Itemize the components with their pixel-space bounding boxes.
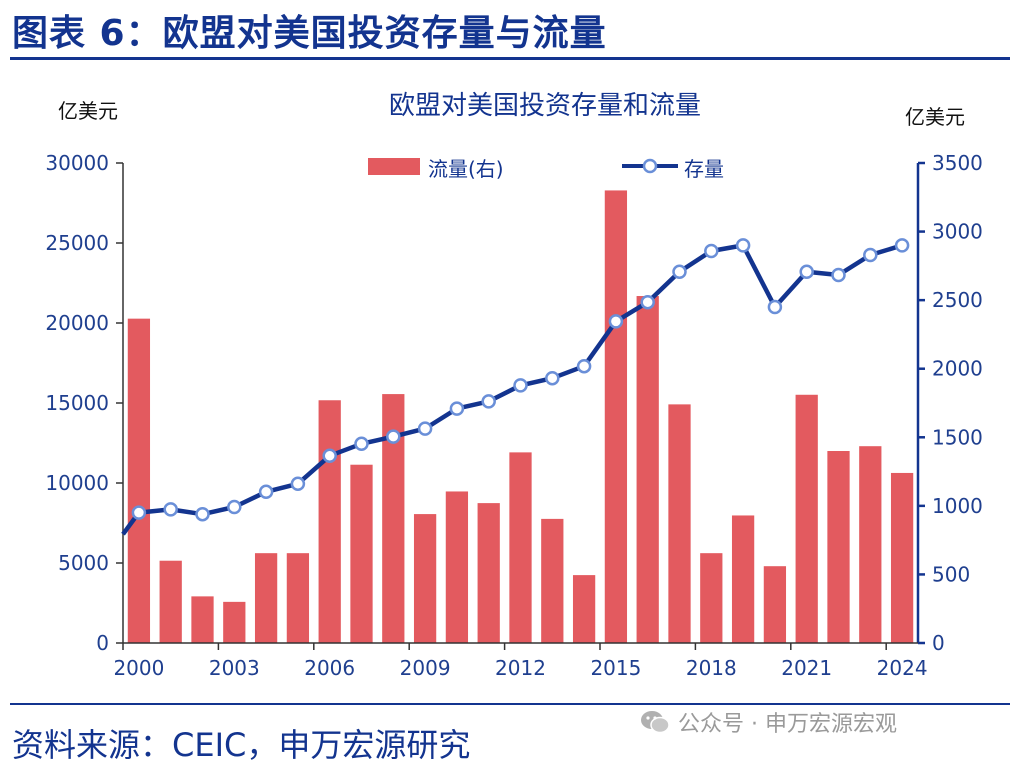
left-tick-label: 30000	[45, 151, 109, 175]
stock-point	[704, 243, 719, 259]
stock-line-series	[121, 238, 910, 536]
flow-bar	[636, 296, 659, 643]
stock-point	[354, 436, 369, 452]
right-tick-label: 0	[932, 631, 945, 655]
right-tick-label: 1500	[932, 425, 983, 449]
x-axis: 2000 2003 2006 2009 2012 2015 2018 2021 2024	[113, 642, 928, 680]
stock-point	[417, 421, 433, 436]
stock-point	[195, 506, 210, 522]
stock-point	[735, 238, 751, 253]
flow-bar	[382, 394, 405, 643]
flow-bar	[890, 472, 914, 643]
stock-point	[831, 267, 846, 283]
watermark-text: 公众号 · 申万宏源宏观	[678, 712, 897, 737]
flow-bar	[763, 566, 787, 643]
stock-point	[131, 505, 147, 520]
left-tick-label: 0	[96, 631, 109, 655]
flow-bar	[668, 404, 691, 643]
flow-bar	[572, 575, 596, 643]
flow-bar	[254, 553, 278, 643]
source-note: 资料来源：CEIC，申万宏源研究	[12, 726, 471, 764]
flow-bar	[795, 394, 818, 643]
right-tick-label: 3500	[932, 151, 983, 175]
figure-title: 图表 6：欧盟对美国投资存量与流量	[12, 13, 607, 54]
stock-point	[322, 448, 337, 464]
flow-bar	[191, 596, 214, 643]
flow-bar	[223, 601, 246, 643]
flow-bar	[541, 518, 564, 643]
chart-title: 欧盟对美国投资存量和流量	[389, 91, 701, 121]
flow-bar	[859, 446, 882, 643]
footer-rule	[10, 703, 1010, 705]
stock-point	[863, 247, 878, 263]
stock-point	[513, 378, 528, 393]
stock-point	[640, 294, 655, 310]
left-axis: 0 5000 10000 15000 20000 25000 30000	[45, 151, 124, 655]
left-tick-label: 20000	[45, 311, 109, 335]
stock-point	[258, 484, 274, 500]
x-tick-label: 2015	[590, 656, 641, 680]
left-tick-label: 25000	[45, 231, 109, 255]
flow-bar	[604, 190, 628, 643]
stock-point	[576, 358, 592, 374]
x-tick-label: 2000	[113, 656, 164, 680]
legend-bar-label: 流量(右)	[428, 157, 504, 181]
x-tick-label: 2012	[495, 656, 546, 680]
flow-bar	[700, 553, 723, 643]
x-tick-label: 2006	[304, 656, 355, 680]
flow-bar	[477, 503, 500, 643]
left-tick-label: 15000	[45, 391, 109, 415]
stock-point	[481, 394, 496, 409]
flow-bar	[445, 491, 469, 643]
right-tick-label: 2500	[932, 288, 983, 312]
legend-line-marker	[642, 158, 658, 174]
flow-bar	[731, 515, 755, 643]
stock-point	[894, 238, 910, 253]
flow-bar	[350, 464, 373, 643]
x-tick-label: 2018	[686, 656, 737, 680]
wechat-icon	[640, 710, 670, 734]
right-axis: 0 500 1000 1500 2000 2500 3000 3500	[916, 151, 983, 655]
right-tick-label: 2000	[932, 357, 983, 381]
flow-bar	[318, 400, 341, 643]
x-tick-label: 2003	[209, 656, 260, 680]
flow-bars	[127, 190, 914, 643]
x-tick-label: 2009	[400, 656, 451, 680]
watermark: 公众号 · 申万宏源宏观	[640, 706, 897, 738]
flow-bar	[286, 553, 310, 643]
legend-line-label: 存量	[684, 157, 724, 181]
x-tick-label: 2021	[781, 656, 832, 680]
flow-bar	[413, 514, 437, 643]
right-tick-label: 500	[932, 562, 970, 586]
stock-point	[449, 401, 465, 416]
left-tick-label: 10000	[45, 471, 109, 495]
legend-bar-swatch	[368, 158, 420, 175]
right-tick-label: 1000	[932, 494, 983, 518]
header-rule	[10, 57, 1010, 60]
stock-point	[672, 264, 687, 280]
x-tick-label: 2024	[877, 656, 928, 680]
legend: 流量(右) 存量	[368, 157, 724, 181]
flow-bar	[827, 451, 850, 643]
flow-bar	[127, 318, 151, 643]
stock-point	[608, 314, 624, 329]
stock-point	[386, 429, 401, 444]
stock-point	[799, 264, 814, 280]
stock-point	[545, 370, 560, 386]
right-axis-unit: 亿美元	[905, 105, 965, 129]
flow-bar	[159, 560, 182, 643]
stock-point	[163, 502, 178, 517]
stock-point	[290, 476, 306, 492]
stock-point	[767, 299, 783, 315]
flow-bar	[509, 452, 532, 643]
left-tick-label: 5000	[58, 551, 109, 575]
left-axis-unit: 亿美元	[58, 99, 118, 123]
stock-point	[227, 499, 242, 515]
right-tick-label: 3000	[932, 220, 983, 244]
